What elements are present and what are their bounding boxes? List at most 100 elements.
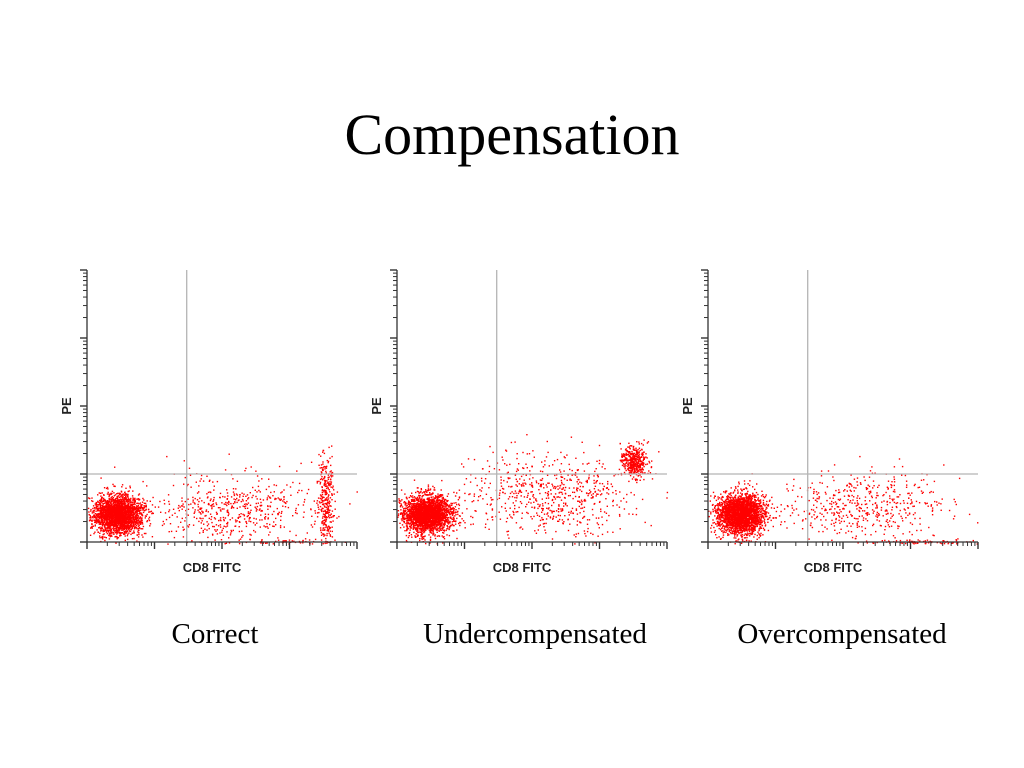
data-point <box>181 517 183 520</box>
data-point <box>444 519 446 522</box>
data-point <box>419 501 422 504</box>
data-point <box>111 535 113 537</box>
data-point <box>116 497 119 499</box>
data-point <box>107 530 109 532</box>
data-point <box>333 489 335 491</box>
data-point <box>246 503 248 506</box>
data-point <box>242 495 244 497</box>
data-point <box>323 500 325 502</box>
data-point <box>232 488 235 490</box>
data-point <box>432 505 434 507</box>
data-point <box>108 509 111 511</box>
data-point <box>131 514 134 516</box>
data-point <box>267 513 270 516</box>
data-point <box>120 506 122 509</box>
data-point <box>123 509 125 511</box>
data-point <box>137 509 139 511</box>
data-point <box>102 538 104 540</box>
data-point <box>113 526 115 528</box>
data-point <box>141 513 143 516</box>
data-point <box>123 533 125 535</box>
data-point <box>258 509 261 511</box>
data-point <box>274 497 276 500</box>
data-point <box>280 499 282 501</box>
data-point <box>329 505 331 507</box>
data-point <box>417 532 419 534</box>
data-point <box>114 523 117 526</box>
data-point <box>210 518 212 521</box>
data-point <box>318 480 320 483</box>
data-point <box>104 509 106 512</box>
data-point <box>406 527 408 529</box>
data-point <box>89 517 91 519</box>
data-point <box>118 512 120 514</box>
data-point <box>104 514 107 516</box>
data-point <box>118 503 120 506</box>
data-point <box>206 493 208 495</box>
data-point <box>135 521 137 523</box>
data-point <box>132 509 134 512</box>
data-point <box>245 520 247 523</box>
data-point <box>448 534 451 537</box>
data-point <box>109 511 111 514</box>
data-point <box>270 491 272 494</box>
data-point <box>208 527 210 530</box>
data-point <box>328 476 330 478</box>
data-point <box>110 502 112 504</box>
data-point <box>142 497 144 500</box>
data-point <box>328 484 330 486</box>
data-point <box>127 525 129 528</box>
data-point <box>143 505 145 507</box>
data-point <box>441 524 443 526</box>
data-point <box>205 510 207 512</box>
data-point <box>416 496 419 499</box>
data-point <box>454 520 456 522</box>
data-point <box>262 499 265 501</box>
data-point <box>314 512 317 514</box>
data-point <box>130 521 132 523</box>
data-point <box>270 501 272 503</box>
data-point <box>250 509 252 511</box>
data-point <box>216 529 218 531</box>
data-point <box>117 537 120 539</box>
data-point <box>443 503 445 505</box>
data-point <box>126 510 128 512</box>
data-point <box>101 535 103 538</box>
data-point <box>107 502 109 505</box>
data-point <box>136 498 138 500</box>
data-point <box>416 509 418 512</box>
data-point <box>228 453 230 455</box>
data-point <box>416 530 419 532</box>
data-point <box>239 494 241 496</box>
data-point <box>255 507 257 510</box>
data-point <box>429 530 431 532</box>
data-point <box>113 515 115 517</box>
data-point <box>102 533 104 536</box>
data-point <box>264 517 266 519</box>
data-point <box>242 513 244 516</box>
data-point <box>331 471 334 474</box>
data-point <box>255 518 257 520</box>
data-point <box>278 465 281 468</box>
data-point <box>423 521 426 523</box>
data-point <box>259 498 262 500</box>
data-point <box>131 502 133 504</box>
data-point <box>110 531 112 533</box>
data-point <box>423 491 425 493</box>
data-point <box>322 461 324 463</box>
data-point <box>241 530 243 532</box>
data-point <box>426 504 428 506</box>
data-point <box>187 514 189 516</box>
data-point <box>99 503 101 505</box>
data-point <box>100 477 102 479</box>
data-point <box>404 493 406 495</box>
data-point <box>116 501 118 503</box>
data-point <box>267 505 269 507</box>
data-point <box>409 495 412 497</box>
data-point <box>90 510 92 512</box>
data-point <box>139 521 141 523</box>
data-point <box>455 509 457 511</box>
data-point <box>458 497 461 499</box>
data-point <box>417 498 419 500</box>
data-point <box>114 527 116 530</box>
